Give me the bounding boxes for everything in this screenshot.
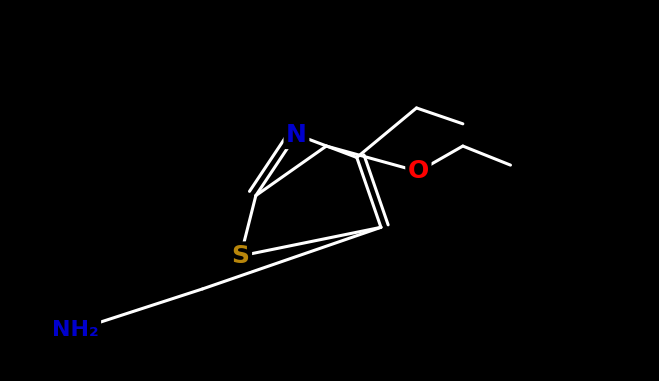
Text: S: S <box>231 244 250 268</box>
Text: N: N <box>286 123 307 147</box>
Text: O: O <box>408 160 429 183</box>
Text: NH₂: NH₂ <box>52 320 99 340</box>
